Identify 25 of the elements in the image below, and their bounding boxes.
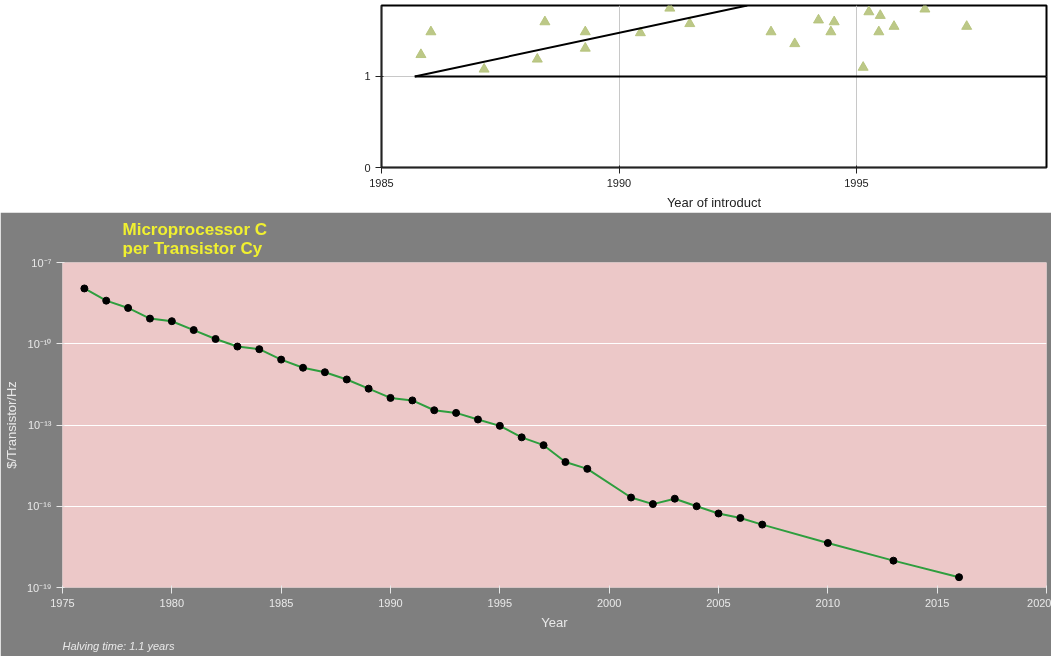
x-tick-label: 2010 bbox=[815, 596, 841, 609]
y-tick-label: 10⁻¹⁰ bbox=[27, 337, 52, 350]
x-tick-label: 1990 bbox=[606, 176, 632, 189]
x-tick-label: 2000 bbox=[596, 596, 622, 609]
x-tick-label: 2020 bbox=[1027, 596, 1051, 609]
x-axis-title: Year of introduct bbox=[666, 194, 762, 210]
x-tick-label: 1995 bbox=[487, 596, 513, 609]
y-tick-label: 0 bbox=[364, 161, 371, 174]
y-tick-label: 10⁻⁷ bbox=[31, 256, 52, 269]
y-tick-label: 10⁻¹³ bbox=[27, 419, 52, 431]
chart-title: Microprocessor C per Transistor Cy bbox=[122, 219, 268, 258]
x-tick-label: 2015 bbox=[924, 596, 950, 609]
x-axis-title: Year bbox=[541, 614, 569, 630]
text: Halving time: 1.1 years bbox=[62, 639, 175, 652]
x-tick-label: 1985 bbox=[369, 176, 394, 189]
x-tick-label: 1985 bbox=[268, 596, 294, 609]
x-tick-label: 1995 bbox=[844, 176, 869, 189]
x-tick-label: 1990 bbox=[378, 596, 403, 609]
y-tick-label: 1 bbox=[364, 70, 371, 83]
y-axis-title: $/Transistor/Hz bbox=[3, 381, 19, 469]
y-tick-label: 10⁻¹⁹ bbox=[26, 581, 52, 594]
x-tick-label: 1980 bbox=[159, 596, 185, 609]
x-tick-label: 1975 bbox=[50, 596, 75, 609]
x-tick-label: 2005 bbox=[706, 596, 731, 609]
y-tick-label: 10⁻¹⁶ bbox=[27, 500, 52, 513]
